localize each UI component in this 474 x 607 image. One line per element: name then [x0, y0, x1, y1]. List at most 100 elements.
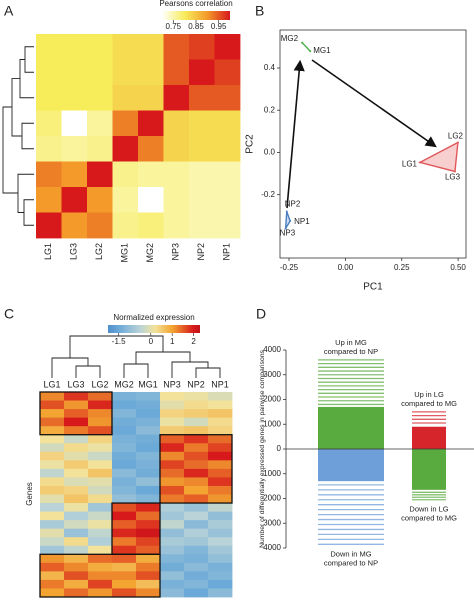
heatmap-cell: [88, 503, 113, 512]
heatmap-cell: [160, 494, 185, 504]
heatmap-cell: [184, 434, 209, 444]
heatmap-cell: [160, 571, 185, 581]
heatmap-cell: [184, 417, 209, 427]
heatmap-cell: [40, 409, 65, 419]
heatmap-cell: [87, 110, 113, 137]
heatmap-cell: [112, 562, 137, 572]
column-label: NP3: [163, 379, 181, 389]
heatmap-cell: [184, 426, 209, 436]
y-axis-label: PC2: [245, 134, 256, 154]
heatmap-cell: [160, 434, 185, 444]
colorbar-tick-label: -1.5: [112, 337, 126, 346]
heatmap-cell: [184, 579, 209, 589]
heatmap-cell: [88, 528, 113, 538]
heatmap-cell: [40, 494, 65, 504]
heatmap-cell: [163, 59, 190, 86]
group-shape: [284, 211, 291, 229]
heatmap-cell: [136, 562, 161, 572]
sample-point: [309, 50, 312, 53]
x-tick-label: 0.25: [394, 263, 410, 272]
column-label: MG1: [138, 379, 158, 389]
heatmap-cell: [88, 392, 113, 401]
heatmap-cell: [160, 545, 185, 555]
heatmap-cell: [189, 110, 215, 137]
heatmap-cell: [88, 477, 113, 487]
heatmap-cell: [136, 460, 161, 470]
heatmap-cell: [136, 485, 161, 495]
x-tick-label: -0.25: [280, 263, 299, 272]
heatmap-cell: [160, 485, 185, 495]
heatmap-cell: [136, 571, 161, 581]
heatmap-cell: [64, 434, 89, 444]
heatmap-cell: [40, 579, 65, 589]
heatmap-cell: [184, 409, 209, 419]
heatmap-cell: [61, 136, 88, 162]
column-label: NP1: [222, 243, 232, 261]
heatmap-cell: [88, 409, 113, 419]
heatmap-cell: [136, 528, 161, 538]
colorbar: [162, 11, 230, 20]
heatmap-cell: [136, 520, 161, 530]
heatmap-cell: [36, 136, 62, 162]
annotation: compared to MG: [401, 514, 457, 523]
heatmap-cell: [160, 400, 185, 410]
heatmap-cell: [138, 59, 164, 86]
heatmap-cell: [40, 528, 65, 538]
heatmap-cell: [163, 85, 190, 111]
heatmap-cell: [208, 537, 233, 547]
colorbar-tick-label: 2: [191, 337, 196, 346]
group-shape: [301, 42, 311, 52]
heatmap-cell: [163, 161, 190, 188]
heatmap-cell: [208, 451, 233, 461]
heatmap-cell: [136, 579, 161, 589]
heatmap-cell: [87, 212, 113, 239]
heatmap-cell: [88, 485, 113, 495]
heatmap-cell: [40, 434, 65, 444]
heatmap-cell: [189, 59, 215, 86]
heatmap-cell: [163, 212, 190, 239]
colorbar-tick-label: 0: [149, 337, 154, 346]
heatmap-cell: [136, 392, 161, 401]
heatmap-cell: [136, 545, 161, 555]
heatmap-cell: [136, 537, 161, 547]
column-label: MG2: [145, 243, 155, 263]
heatmap-cell: [184, 528, 209, 538]
y-axis-label: Number of differentially expressed genes…: [259, 349, 266, 547]
heatmap-cell: [160, 443, 185, 453]
bar: [412, 449, 446, 490]
annotation: Up in MG: [335, 338, 367, 347]
heatmap-cell: [184, 451, 209, 461]
heatmap-cell: [40, 511, 65, 521]
heatmap-cell: [64, 562, 89, 572]
heatmap-cell: [189, 161, 215, 188]
y-tick-label: 3000: [263, 518, 281, 527]
heatmap-cell: [112, 434, 137, 444]
heatmap-cell: [160, 579, 185, 589]
heatmap-cell: [87, 161, 113, 188]
heatmap-cell: [184, 503, 209, 512]
heatmap-cell: [88, 588, 113, 598]
heatmap-cell: [208, 588, 233, 598]
heatmap-cell: [112, 212, 139, 239]
sample-point: [289, 220, 292, 223]
heatmap-cell: [36, 85, 62, 111]
heatmap-cell: [112, 161, 139, 188]
heatmap-cell: [88, 443, 113, 453]
heatmap-cell: [208, 511, 233, 521]
point-label: LG2: [448, 132, 464, 141]
heatmap-cell: [61, 187, 88, 213]
heatmap-cell: [88, 571, 113, 581]
heatmap-cell: [138, 187, 164, 213]
y-tick-label: 0: [277, 444, 282, 453]
heatmap-cell: [64, 400, 89, 410]
heatmap-cell: [208, 503, 233, 512]
heatmap-cell: [64, 392, 89, 401]
heatmap-cell: [138, 85, 164, 111]
heatmap-cell: [112, 392, 137, 401]
heatmap-cell: [112, 426, 137, 436]
annotation: Down in LG: [409, 505, 448, 514]
heatmap-cell: [184, 520, 209, 530]
heatmap-cell: [136, 554, 161, 564]
heatmap-cell: [184, 460, 209, 470]
column-label: LG3: [67, 379, 84, 389]
